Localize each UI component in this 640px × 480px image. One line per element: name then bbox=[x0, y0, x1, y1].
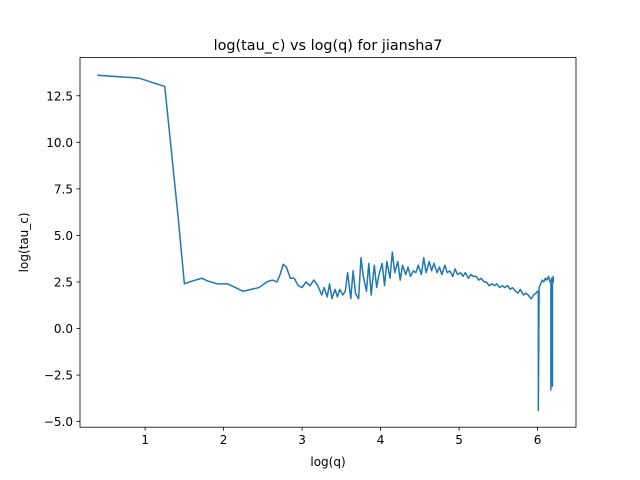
y-tick-label: 7.5 bbox=[54, 182, 73, 196]
y-tick-label: 10.0 bbox=[46, 136, 73, 150]
series-line bbox=[97, 74, 554, 412]
x-tick-label: 5 bbox=[455, 433, 463, 447]
y-axis-label: log(tau_c) bbox=[17, 212, 31, 272]
x-tick-label: 2 bbox=[220, 433, 228, 447]
data-layer bbox=[97, 74, 554, 412]
x-tick-label: 4 bbox=[377, 433, 385, 447]
y-tick-label: 5.0 bbox=[54, 229, 73, 243]
y-tick-label: 0.0 bbox=[54, 322, 73, 336]
x-tick-label: 6 bbox=[534, 433, 542, 447]
y-tick-label: −5.0 bbox=[44, 415, 73, 429]
y-tick-label: 2.5 bbox=[54, 275, 73, 289]
y-axis: −5.0 −2.5 0.0 2.5 5.0 7.5 10.0 12.5 bbox=[44, 89, 80, 429]
x-tick-label: 3 bbox=[298, 433, 306, 447]
x-axis: 1 2 3 4 5 6 bbox=[141, 427, 541, 447]
y-tick-label: 12.5 bbox=[46, 89, 73, 103]
plot-area bbox=[80, 57, 576, 428]
y-tick-label: −2.5 bbox=[44, 369, 73, 383]
x-tick-label: 1 bbox=[141, 433, 149, 447]
chart-title: log(tau_c) vs log(q) for jiansha7 bbox=[214, 38, 443, 54]
axes-frame bbox=[79, 57, 577, 428]
x-axis-label: log(q) bbox=[310, 455, 345, 469]
